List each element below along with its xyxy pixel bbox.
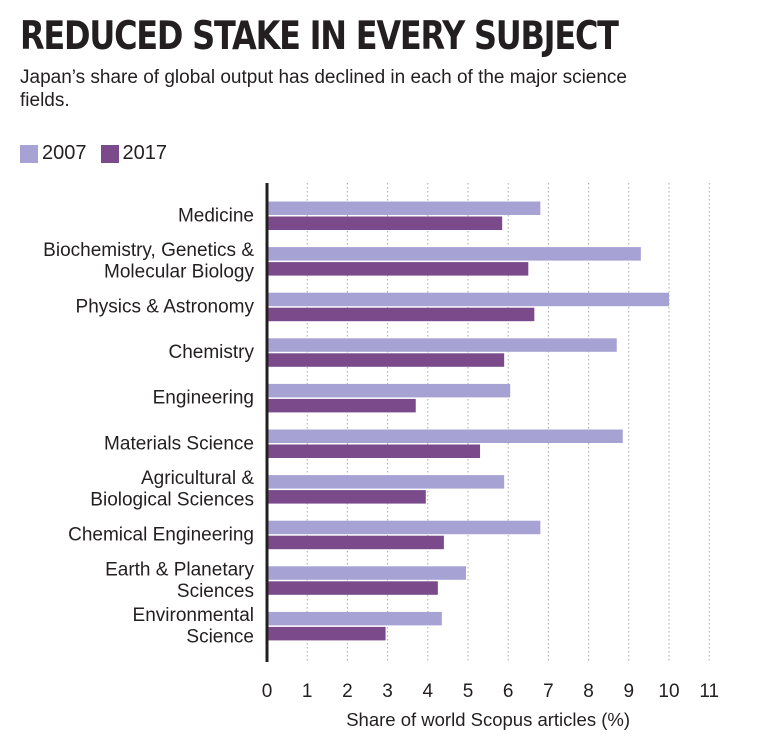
category-label: Biological Sciences bbox=[90, 490, 254, 511]
legend-item-2017: 2017 bbox=[100, 142, 168, 165]
bar-2017 bbox=[267, 262, 529, 276]
category-labels: Medicine Biochemistry, Genetics &Molecula… bbox=[43, 205, 254, 647]
x-tick-label: 10 bbox=[658, 681, 679, 702]
bar-2007 bbox=[267, 383, 511, 398]
category-label: Molecular Biology bbox=[104, 262, 254, 283]
bar-2007 bbox=[267, 292, 669, 307]
x-axis-title: Share of world Scopus articles (%) bbox=[346, 709, 630, 730]
bar-2007 bbox=[267, 201, 541, 215]
x-tick-label: 9 bbox=[624, 681, 635, 702]
bar-2007 bbox=[267, 247, 641, 261]
x-tick-label: 1 bbox=[302, 681, 313, 702]
x-tick-label: 4 bbox=[423, 681, 434, 702]
bar-2017 bbox=[267, 490, 426, 504]
category-label: Biochemistry, Genetics & bbox=[43, 240, 254, 261]
category-label: Chemical Engineering bbox=[68, 524, 254, 545]
x-tick-labels: 0 1 2 3 4 5 6 7 8 9 10 11 bbox=[262, 681, 719, 702]
bar-2017 bbox=[267, 581, 438, 595]
bar-2017 bbox=[267, 216, 503, 230]
x-tick-label: 2 bbox=[342, 681, 353, 702]
x-tick-label: 3 bbox=[382, 681, 393, 702]
bar-2017 bbox=[267, 307, 535, 322]
bars bbox=[267, 201, 669, 641]
bar-2007 bbox=[267, 520, 541, 535]
bar-2017 bbox=[267, 353, 505, 367]
x-tick-label: 5 bbox=[463, 681, 474, 702]
legend-label-2017: 2017 bbox=[122, 142, 168, 164]
x-tick-label: 7 bbox=[543, 681, 554, 702]
x-tick-label: 8 bbox=[583, 681, 594, 702]
legend-item-2007: 2007 bbox=[20, 142, 87, 165]
bar-2017 bbox=[267, 626, 386, 641]
legend: 2007 2017 bbox=[20, 142, 181, 165]
bar-2017 bbox=[267, 535, 444, 550]
bar-2017 bbox=[267, 398, 416, 413]
category-label: Sciences bbox=[177, 581, 254, 602]
legend-label-2007: 2007 bbox=[42, 142, 87, 164]
category-label: Engineering bbox=[153, 388, 254, 409]
chart-title: REDUCED STAKE IN EVERY SUBJECT bbox=[20, 14, 619, 59]
category-label: Medicine bbox=[178, 205, 254, 226]
x-tick-label: 0 bbox=[262, 681, 273, 702]
chart-subtitle: Japan’s share of global output has decli… bbox=[20, 67, 627, 111]
x-tick-label: 6 bbox=[503, 681, 514, 702]
legend-swatch-2007 bbox=[20, 144, 38, 163]
legend-swatch-2017 bbox=[100, 144, 119, 163]
category-label: Materials Science bbox=[104, 433, 254, 454]
category-label: Earth & Planetary bbox=[105, 559, 254, 580]
category-label: Chemistry bbox=[168, 342, 254, 363]
bar-2007 bbox=[267, 611, 442, 626]
category-label: Agricultural & bbox=[141, 468, 254, 489]
x-tick-label: 11 bbox=[699, 681, 719, 702]
bar-2007 bbox=[267, 566, 466, 580]
bar-2007 bbox=[267, 338, 617, 352]
bar-2007 bbox=[267, 475, 505, 489]
category-label: Physics & Astronomy bbox=[76, 296, 255, 317]
bar-2017 bbox=[267, 444, 481, 458]
category-label: Science bbox=[186, 626, 254, 647]
category-label: Environmental bbox=[133, 605, 254, 626]
bar-2007 bbox=[267, 429, 623, 443]
